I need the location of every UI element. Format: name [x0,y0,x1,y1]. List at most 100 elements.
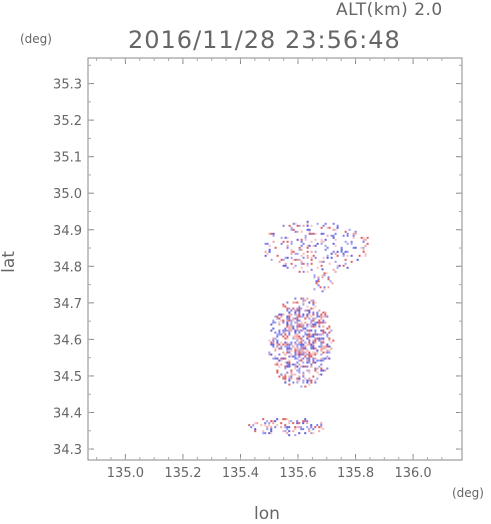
echo-cell [302,379,305,382]
echo-cell [314,238,317,241]
echo-cell [318,325,321,328]
echo-cell [256,422,259,425]
echo-cell [308,337,311,340]
echo-cell [308,309,311,312]
echo-cell [286,325,289,328]
echo-cell [284,305,287,308]
echo-cell [306,365,309,368]
echo-cell [296,339,299,342]
echo-cell [288,365,291,368]
echo-cell [288,434,291,437]
echo-cell [320,317,323,320]
echo-cell [317,276,320,279]
echo-cell [336,224,339,227]
echo-cell [300,365,303,368]
echo-cell [298,355,301,358]
echo-cell [308,232,311,235]
echo-cell [324,347,327,350]
echo-cell [282,331,285,334]
echo-cell [314,301,317,304]
echo-cell [284,262,287,265]
echo-cell [290,369,293,372]
echo-cell [324,248,327,251]
echo-cell [320,341,323,344]
echo-cell [350,260,353,263]
echo-cell [278,365,281,368]
echo-cell [272,422,275,425]
plot-frame [87,57,463,461]
echo-cell [314,244,317,247]
echo-cell [272,357,275,360]
echo-cell [304,432,307,435]
echo-cell [290,240,293,243]
echo-cell [294,353,297,356]
echo-cell [298,329,301,332]
echo-cell [306,309,309,312]
echo-cell [292,337,295,340]
echo-cell [306,254,309,257]
echo-cell [280,236,283,239]
echo-cell [312,345,315,348]
echo-cell [270,258,273,261]
echo-cell [344,230,347,233]
echo-cell [276,361,279,364]
echo-cell [302,381,305,384]
echo-cell [284,353,287,356]
echo-cells [248,220,369,437]
echo-cell [280,333,283,336]
x-tick-label: 135.2 [164,466,201,481]
echo-cell [314,305,317,308]
echo-cell [284,341,287,344]
echo-cell [304,341,307,344]
echo-cell [313,288,316,291]
echo-cell [294,317,297,320]
echo-cell [310,256,313,259]
echo-cell [296,335,299,338]
echo-cell [322,351,325,354]
echo-cell [282,351,285,354]
echo-cell [308,301,311,304]
echo-cell [290,420,293,423]
echo-cell [326,357,329,360]
y-tick-label: 35.0 [53,187,82,202]
echo-cell [272,343,275,346]
echo-cell [300,351,303,354]
echo-cell [268,432,271,435]
echo-cell [316,351,319,354]
echo-cell [286,244,289,247]
echo-cell [306,264,309,267]
echo-cell [304,365,307,368]
echo-cell [312,375,315,378]
echo-cell [318,345,321,348]
echo-cell [352,232,355,235]
echo-cell [310,299,313,302]
echo-cell [274,363,277,366]
echo-cell [300,345,303,348]
echo-cell [366,236,369,239]
echo-cell [314,381,317,384]
echo-cell [336,264,339,267]
echo-cell [300,323,303,326]
echo-cell [308,339,311,342]
echo-cell [286,236,289,239]
echo-cell [346,232,349,235]
echo-cell [290,347,293,350]
echo-cell [286,335,289,338]
echo-cell [318,315,321,318]
echo-cell [306,426,309,429]
echo-cell [322,319,325,322]
echo-cell [336,266,339,269]
echo-cell [272,319,275,322]
echo-cell [288,375,291,378]
echo-cell [320,339,323,342]
echo-cell [306,357,309,360]
echo-cell [266,428,269,431]
echo-cell [302,224,305,227]
echo-cell [296,361,299,364]
echo-cell [308,361,311,364]
echo-cell [298,335,301,338]
echo-cell [334,238,337,241]
echo-cell [298,375,301,378]
echo-cell [298,305,301,308]
echo-cell [316,359,319,362]
